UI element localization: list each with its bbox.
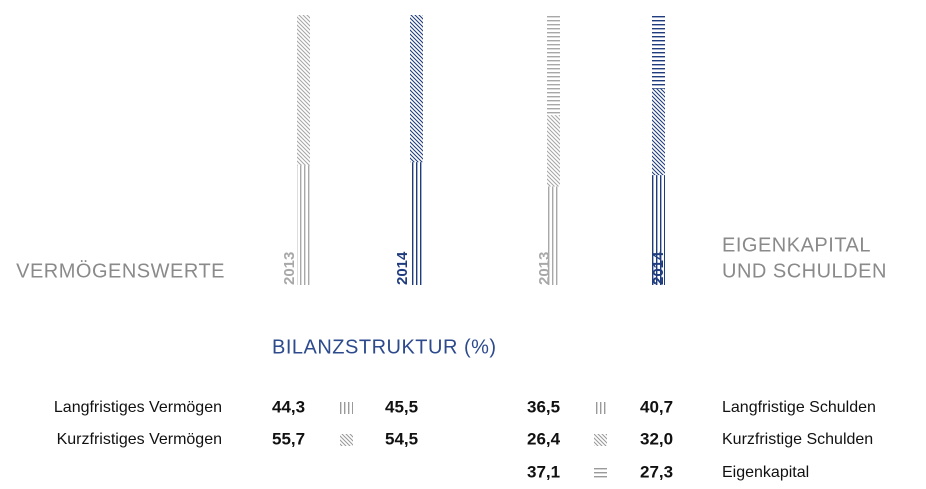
value-label: 54,5 — [385, 429, 418, 448]
legend-name: Langfristige Schulden — [722, 399, 876, 416]
value-label: 32,0 — [640, 429, 673, 448]
legend-icon — [594, 434, 607, 446]
legend-name: Langfristiges Vermögen — [54, 399, 222, 416]
legend-name: Kurzfristige Schulden — [722, 431, 873, 448]
value-label: 37,1 — [527, 462, 560, 481]
bar-segment — [297, 15, 310, 166]
chart-title: BILANZSTRUKTUR (%) — [272, 336, 497, 358]
value-label: 45,5 — [385, 397, 418, 416]
legend-icon — [340, 402, 353, 414]
bar-segment — [547, 186, 560, 285]
year-label: 2013 — [281, 252, 298, 285]
value-label: 27,3 — [640, 462, 673, 481]
legend-icon — [594, 402, 607, 414]
year-label: 2013 — [536, 252, 553, 285]
bar-segment — [297, 165, 310, 285]
group-label: VERMÖGENSWERTE — [16, 260, 225, 282]
year-label: 2014 — [650, 251, 667, 285]
group-label: UND SCHULDEN — [722, 260, 887, 282]
bar-segment — [410, 15, 423, 163]
value-label: 26,4 — [527, 429, 561, 448]
bar-segment — [547, 115, 560, 187]
value-label: 44,3 — [272, 397, 305, 416]
bar-segment — [652, 15, 665, 89]
value-label: 40,7 — [640, 397, 673, 416]
bar-segment — [410, 162, 423, 285]
year-label: 2014 — [394, 251, 411, 285]
legend-icon — [594, 467, 607, 479]
legend-icon — [340, 434, 353, 446]
legend-name: Kurzfristiges Vermögen — [57, 431, 222, 448]
bar-segment — [652, 88, 665, 176]
bar-segment — [652, 175, 665, 285]
value-label: 55,7 — [272, 429, 305, 448]
group-label: EIGENKAPITAL — [722, 234, 871, 256]
value-label: 36,5 — [527, 397, 560, 416]
legend-name: Eigenkapital — [722, 464, 809, 481]
bar-segment — [547, 15, 560, 116]
